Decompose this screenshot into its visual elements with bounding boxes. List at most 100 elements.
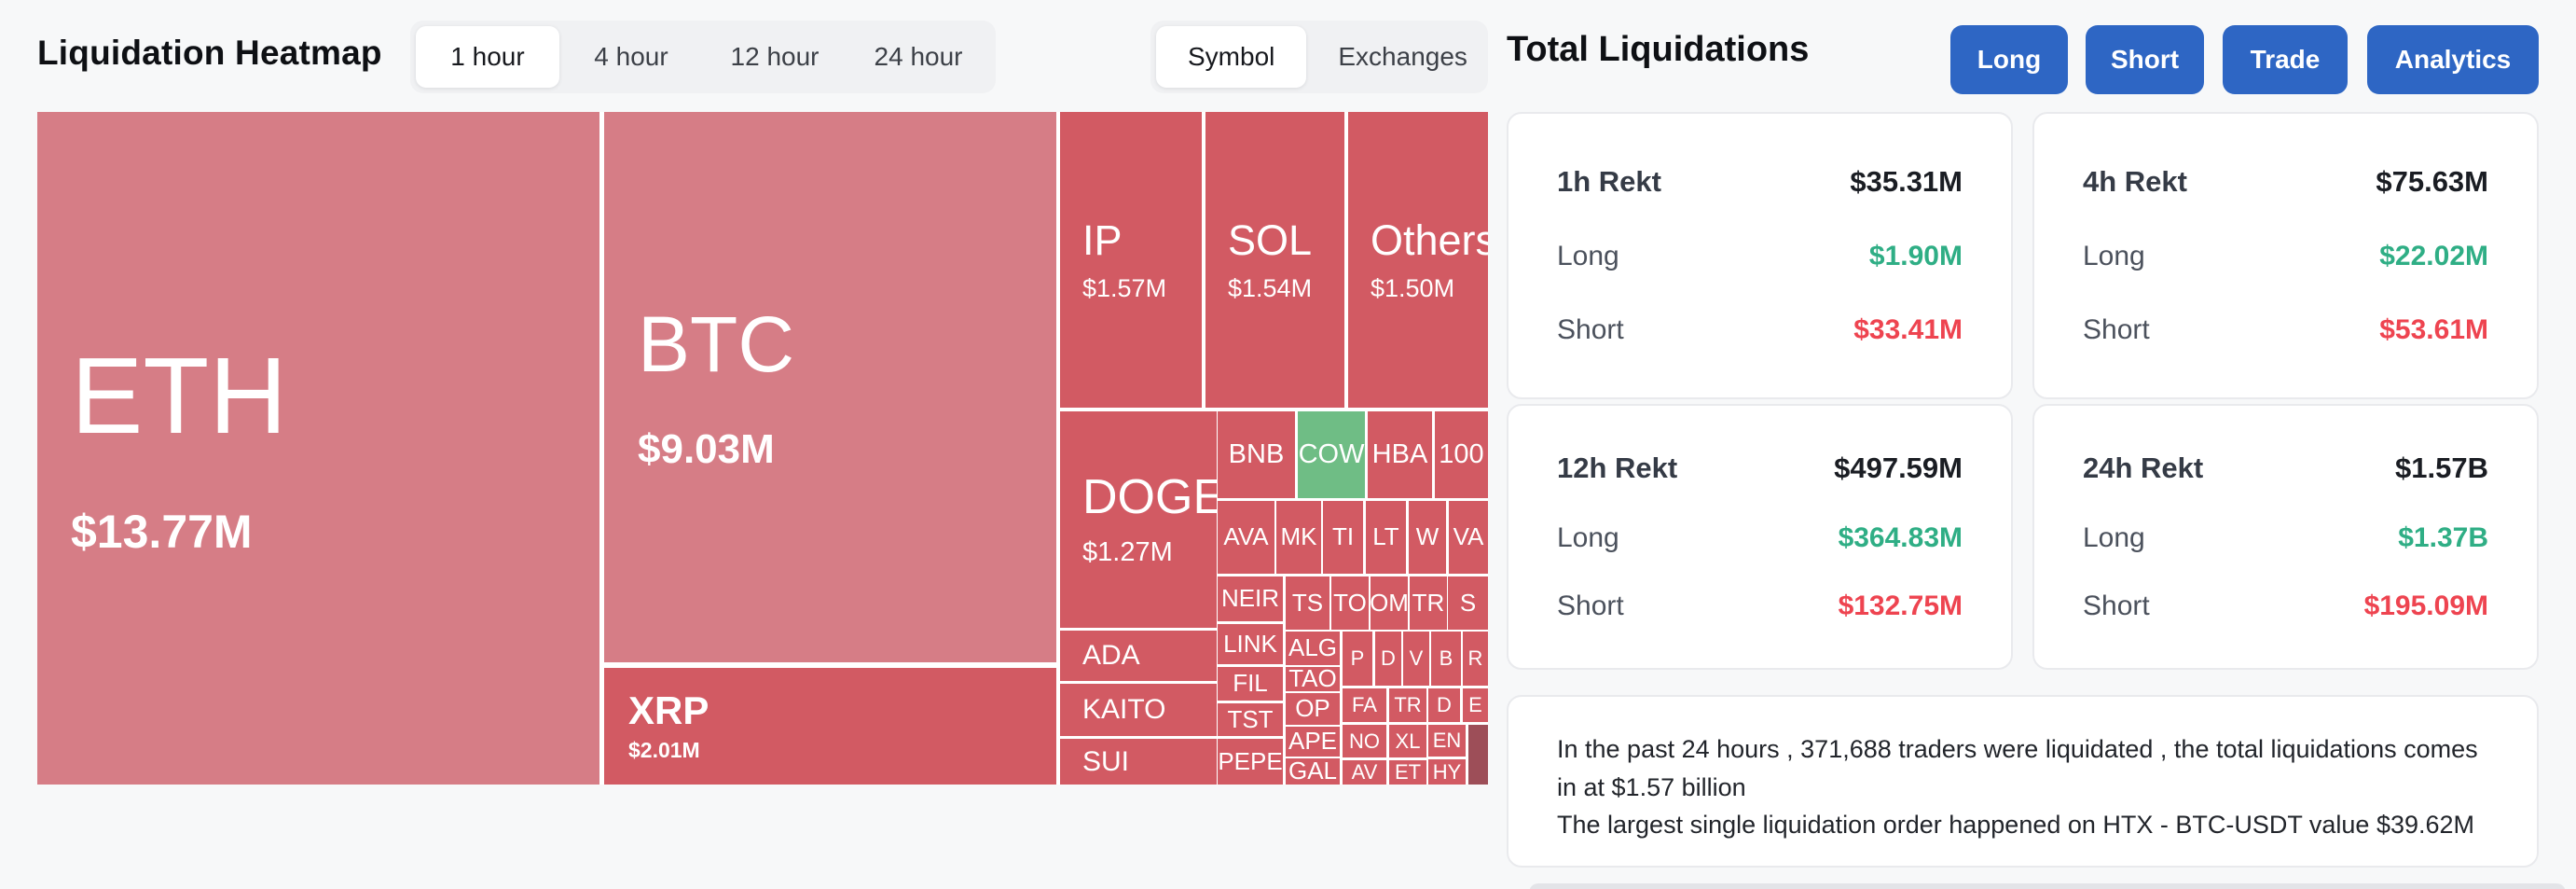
treemap-cell-p[interactable]: P xyxy=(1343,632,1372,686)
tab-4-hour[interactable]: 4 hour xyxy=(594,42,668,71)
treemap-cell-b[interactable]: B xyxy=(1431,632,1461,686)
treemap-cell-xrp[interactable]: XRP $2.01M xyxy=(604,668,1056,785)
cell-symbol: MK xyxy=(1280,522,1317,551)
treemap-cell-fa[interactable]: FA xyxy=(1343,688,1386,722)
toggle-exchanges[interactable]: Exchanges xyxy=(1338,42,1467,71)
cell-value: $1.27M xyxy=(1082,537,1173,568)
treemap-cell-pepe[interactable]: PEPE xyxy=(1218,739,1283,785)
card-header-row: 4h Rekt $75.63M xyxy=(2083,165,2488,199)
treemap-cell-bnb[interactable]: BNB xyxy=(1218,411,1295,498)
summary-line-1: In the past 24 hours , 371,688 traders w… xyxy=(1557,735,2478,801)
treemap-cell-v[interactable]: V xyxy=(1403,632,1429,686)
treemap-cell-op[interactable]: OP xyxy=(1286,693,1340,725)
treemap-cell-sui[interactable]: SUI xyxy=(1060,739,1217,785)
treemap-cell-mk[interactable]: MK xyxy=(1276,501,1321,574)
trade-button[interactable]: Trade xyxy=(2223,25,2348,94)
treemap-cell-btc[interactable]: BTC $9.03M xyxy=(604,112,1056,662)
treemap-cell-alg[interactable]: ALG xyxy=(1286,632,1340,665)
treemap-cell-ava[interactable]: AVA xyxy=(1218,501,1274,574)
treemap-cell-gal[interactable]: GAL xyxy=(1286,758,1340,785)
cell-symbol: ALG xyxy=(1288,633,1338,662)
treemap-cell-s[interactable]: S xyxy=(1448,576,1488,630)
cell-symbol: 100 xyxy=(1439,439,1484,470)
treemap-cell-e[interactable]: E xyxy=(1463,688,1488,722)
treemap-cell-ape[interactable]: APE xyxy=(1286,727,1340,757)
page-title: Liquidation Heatmap xyxy=(37,34,382,72)
treemap-cell-om[interactable]: OM xyxy=(1371,576,1408,630)
toggle-symbol[interactable]: Symbol xyxy=(1156,26,1307,88)
cell-symbol: DOGE xyxy=(1082,470,1217,525)
liquidation-treemap: ETH $13.77M BTC $9.03M XRP $2.01M IP $1.57M SOL $… xyxy=(37,112,1488,785)
cell-symbol: TI xyxy=(1331,522,1355,551)
treemap-cell-100[interactable]: 100 xyxy=(1435,411,1488,498)
treemap-cell-eth[interactable]: ETH $13.77M xyxy=(37,112,599,785)
short-value: $53.61M xyxy=(2379,314,2488,345)
card-header-row: 12h Rekt $497.59M xyxy=(1557,451,1963,485)
treemap-cell-hba[interactable]: HBA xyxy=(1368,411,1432,498)
treemap-cell-fil[interactable]: FIL xyxy=(1218,667,1283,701)
card-total: $497.59M xyxy=(1834,451,1963,485)
cell-symbol: COW xyxy=(1298,439,1365,470)
short-button[interactable]: Short xyxy=(2086,25,2204,94)
treemap-cell-et[interactable]: ET xyxy=(1389,760,1426,785)
treemap-cell-va[interactable]: VA xyxy=(1449,501,1488,574)
tab-12-hour[interactable]: 12 hour xyxy=(730,42,820,71)
treemap-cell-hy[interactable]: HY xyxy=(1428,759,1466,785)
long-button[interactable]: Long xyxy=(1950,25,2068,94)
cell-symbol: ET xyxy=(1394,760,1422,785)
treemap-cell-r[interactable]: R xyxy=(1463,632,1488,686)
analytics-button[interactable]: Analytics xyxy=(2367,25,2539,94)
tab-1-hour[interactable]: 1 hour xyxy=(416,26,559,88)
treemap-cell-ts[interactable]: TS xyxy=(1286,576,1329,630)
treemap-cell-neir[interactable]: NEIR xyxy=(1218,576,1283,621)
card-title: 24h Rekt xyxy=(2083,451,2204,485)
cell-symbol: ETH xyxy=(71,335,287,457)
treemap-cell-ada[interactable]: ADA xyxy=(1060,631,1217,681)
treemap-cell-d[interactable]: D xyxy=(1375,632,1401,686)
symbol-exchanges-toggle: Symbol Exchanges xyxy=(1150,21,1488,93)
treemap-cell-doge[interactable]: DOGE $1.27M xyxy=(1060,411,1217,628)
cell-symbol: VA xyxy=(1453,522,1484,551)
cell-symbol: BTC xyxy=(638,299,794,388)
treemap-cell-kaito[interactable]: KAITO xyxy=(1060,684,1217,736)
cell-symbol: GAL xyxy=(1288,758,1338,785)
short-value: $132.75M xyxy=(1838,590,1963,621)
treemap-cell-unlabeled[interactable] xyxy=(1468,725,1488,785)
cell-symbol: S xyxy=(1459,588,1477,617)
treemap-cell-others[interactable]: Others $1.50M xyxy=(1348,112,1488,408)
card-short-row: Short $53.61M xyxy=(2083,314,2488,346)
treemap-cell-sol[interactable]: SOL $1.54M xyxy=(1205,112,1344,408)
cell-symbol: LINK xyxy=(1223,629,1277,658)
treemap-cell-tao[interactable]: TAO xyxy=(1286,667,1340,691)
cell-symbol: BNB xyxy=(1228,439,1285,470)
treemap-cell-lt[interactable]: LT xyxy=(1366,501,1406,574)
treemap-cell-tst[interactable]: TST xyxy=(1218,703,1283,736)
cell-symbol: PEPE xyxy=(1218,746,1283,775)
long-value: $1.37B xyxy=(2398,521,2488,553)
treemap-cell-to[interactable]: TO xyxy=(1331,576,1369,630)
treemap-cell-ti[interactable]: TI xyxy=(1323,501,1363,574)
treemap-cell-tr[interactable]: TR xyxy=(1389,688,1426,722)
long-label: Long xyxy=(1557,241,1619,271)
treemap-cell-no[interactable]: NO xyxy=(1343,725,1386,757)
treemap-cell-tr[interactable]: TR xyxy=(1410,576,1447,630)
treemap-cell-ip[interactable]: IP $1.57M xyxy=(1060,112,1202,408)
treemap-cell-cow[interactable]: COW xyxy=(1298,411,1365,498)
treemap-cell-en[interactable]: EN xyxy=(1428,725,1466,757)
tab-24-hour[interactable]: 24 hour xyxy=(874,42,963,71)
treemap-cell-link[interactable]: LINK xyxy=(1218,624,1283,664)
long-value: $1.90M xyxy=(1868,241,1963,271)
rekt-card-12h: 12h Rekt $497.59M Long $364.83M Short $1… xyxy=(1507,404,2013,670)
cell-symbol: D xyxy=(1381,646,1396,671)
cell-value: $1.54M xyxy=(1228,273,1313,302)
treemap-cell-w[interactable]: W xyxy=(1409,501,1446,574)
time-range-tabs: 1 hour 4 hour 12 hour 24 hour xyxy=(410,21,996,93)
cell-symbol: NEIR xyxy=(1220,584,1280,613)
cell-symbol: SUI xyxy=(1082,745,1130,777)
treemap-cell-av[interactable]: AV xyxy=(1343,760,1386,785)
cell-symbol: KAITO xyxy=(1082,694,1166,726)
treemap-cell-xl[interactable]: XL xyxy=(1389,725,1426,757)
treemap-cell-d[interactable]: D xyxy=(1428,688,1460,722)
short-label: Short xyxy=(2083,590,2150,621)
cell-value: $1.50M xyxy=(1371,273,1455,302)
